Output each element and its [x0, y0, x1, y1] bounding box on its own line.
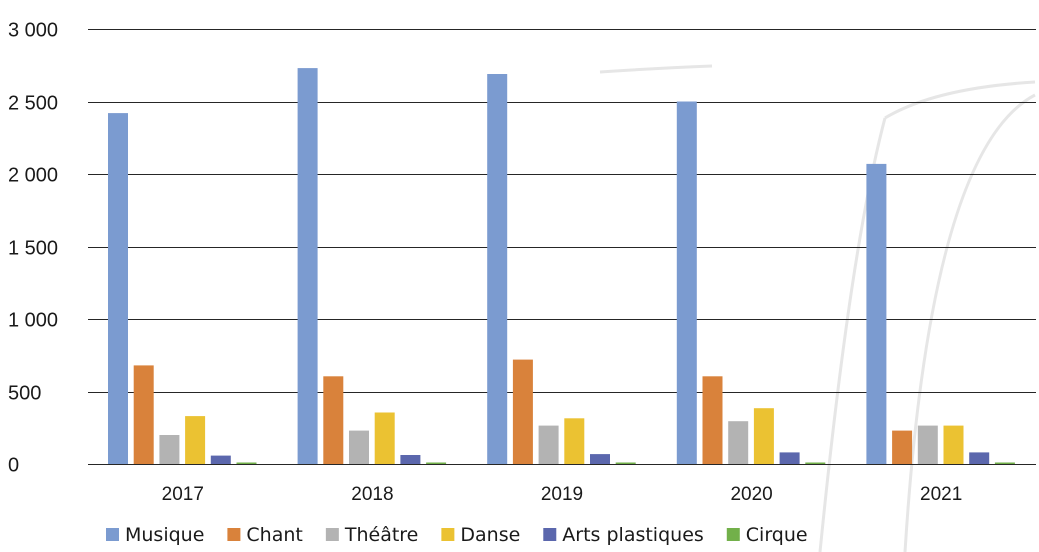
y-tick-label: 0 — [8, 455, 19, 477]
gridlines — [88, 29, 1036, 465]
y-tick-label: 2 000 — [8, 165, 58, 187]
bar-th-tre-2019 — [538, 425, 559, 464]
bar-th-tre-2020 — [728, 421, 749, 464]
bar-danse-2019 — [564, 418, 585, 464]
bar-chant-2020 — [702, 376, 723, 464]
background-decoration — [599, 64, 1036, 552]
x-tick-label: 2017 — [162, 484, 204, 505]
legend-label: Musique — [125, 524, 204, 546]
legend: Musique Chant Théâtre Danse Arts plastiques C… — [106, 524, 808, 546]
bar-cirque-2018 — [426, 462, 447, 464]
bar-danse-2017 — [185, 416, 206, 464]
bar-th-tre-2018 — [349, 430, 369, 464]
bar-musique-2020 — [676, 101, 697, 464]
legend-swatch — [726, 528, 740, 541]
legend-swatch — [441, 528, 455, 541]
bar-musique-2018 — [297, 68, 318, 464]
legend-swatch — [325, 528, 339, 541]
bar-arts-plastiques-2017 — [210, 455, 231, 464]
bar-musique-2017 — [108, 113, 128, 464]
legend-label: Danse — [460, 524, 520, 546]
bar-arts-plastiques-2021 — [969, 452, 990, 464]
bar-chant-2018 — [323, 376, 344, 464]
legend-swatch — [543, 528, 557, 541]
x-tick-label: 2021 — [920, 484, 962, 505]
y-tick-label: 1 000 — [8, 310, 58, 332]
y-tick-label: 500 — [8, 383, 41, 405]
bars — [108, 68, 1015, 464]
bar-arts-plastiques-2019 — [590, 454, 610, 464]
bar-danse-2020 — [753, 408, 774, 464]
y-tick-label: 2 500 — [8, 93, 58, 115]
x-axis-ticks: 2017 2018 2019 2020 2021 — [162, 484, 963, 505]
bar-th-tre-2021 — [917, 425, 938, 464]
bar-cirque-2019 — [615, 462, 636, 464]
bar-arts-plastiques-2018 — [400, 455, 421, 464]
y-axis-ticks: 0 500 1 000 1 500 2 000 2 500 3 000 — [8, 20, 58, 477]
y-tick-label: 1 500 — [8, 238, 58, 260]
legend-label: Cirque — [746, 524, 808, 546]
x-tick-label: 2018 — [351, 484, 393, 505]
x-tick-label: 2019 — [541, 484, 583, 505]
bar-musique-2019 — [487, 74, 508, 464]
bar-arts-plastiques-2020 — [779, 452, 800, 464]
legend-swatch — [106, 528, 119, 541]
bar-chant-2021 — [892, 430, 913, 464]
legend-swatch — [227, 528, 241, 541]
bar-danse-2018 — [374, 412, 395, 464]
bar-musique-2021 — [866, 163, 887, 464]
bar-cirque-2021 — [994, 462, 1015, 464]
bar-chant-2019 — [512, 359, 533, 464]
legend-label: Arts plastiques — [562, 524, 704, 546]
legend-label: Théâtre — [344, 524, 419, 546]
bar-cirque-2017 — [236, 462, 257, 464]
y-tick-label: 3 000 — [8, 20, 58, 42]
bar-chant-2017 — [133, 365, 154, 464]
bar-cirque-2020 — [805, 462, 826, 464]
x-tick-label: 2020 — [730, 484, 772, 505]
bar-danse-2021 — [943, 425, 964, 464]
legend-label: Chant — [246, 524, 302, 546]
bar-th-tre-2017 — [159, 435, 180, 464]
